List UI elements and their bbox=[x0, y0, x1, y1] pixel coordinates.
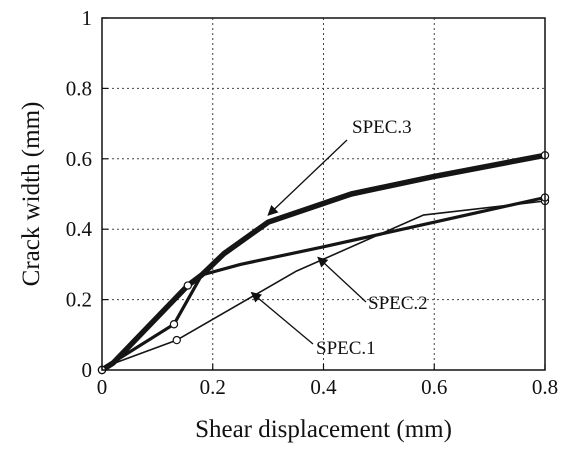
x-tick-label: 0.4 bbox=[310, 375, 337, 399]
y-axis-title: Crack width (mm) bbox=[18, 102, 45, 287]
y-tick-label: 0.8 bbox=[66, 76, 92, 100]
annotation-label: SPEC.1 bbox=[316, 338, 376, 359]
y-tick-label: 0.2 bbox=[66, 288, 92, 312]
y-tick-label: 0.4 bbox=[66, 217, 93, 241]
annotation-arrow bbox=[317, 256, 367, 303]
annotation-label: SPEC.2 bbox=[368, 293, 428, 314]
annotations: SPEC.3 SPEC.2 SPEC.1 bbox=[250, 117, 428, 359]
x-tick-label: 0.2 bbox=[200, 375, 226, 399]
data-point-marker bbox=[172, 335, 181, 345]
y-tick-label: 1 bbox=[82, 6, 93, 30]
x-tick-label: 0.8 bbox=[532, 375, 558, 399]
grid bbox=[102, 18, 545, 370]
x-axis-title: Shear displacement (mm) bbox=[195, 416, 452, 443]
y-tick-label: 0 bbox=[82, 358, 93, 382]
annotation-arrow bbox=[267, 139, 348, 216]
x-tick-label: 0 bbox=[97, 375, 108, 399]
data-point-marker bbox=[183, 281, 193, 290]
series-line-spec3 bbox=[99, 152, 548, 373]
y-tick-label: 0.6 bbox=[66, 147, 92, 171]
data-point-marker bbox=[169, 320, 179, 329]
x-tick-label: 0.6 bbox=[421, 375, 447, 399]
annotation-label: SPEC.3 bbox=[352, 117, 412, 138]
series-group bbox=[99, 152, 548, 373]
ticks: 0 0.2 0.4 0.6 0.8 0 0.2 0.4 0.6 0.8 1 bbox=[66, 6, 558, 399]
annotation-arrow bbox=[250, 291, 314, 345]
